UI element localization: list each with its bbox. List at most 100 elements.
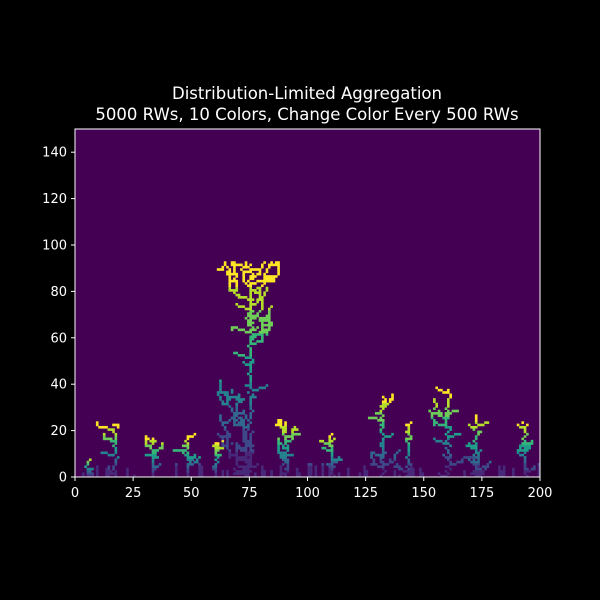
aggregate-cell: [107, 470, 111, 473]
aggregate-cell: [249, 381, 252, 385]
aggregate-cell: [242, 277, 246, 281]
aggregate-cell: [174, 463, 178, 466]
aggregate-cell: [221, 265, 225, 269]
aggregate-cell: [265, 319, 269, 322]
aggregate-cell: [333, 474, 336, 478]
aggregate-cell: [474, 446, 478, 450]
aggregate-cell: [449, 412, 452, 415]
aggregate-cell: [235, 286, 239, 290]
aggregate-cell: [151, 453, 155, 457]
aggregate-cell: [263, 272, 266, 276]
aggregate-cell: [386, 402, 390, 406]
aggregate-cell: [444, 470, 448, 473]
aggregate-cell: [272, 277, 276, 281]
aggregate-cell: [377, 412, 380, 415]
aggregate-cell: [244, 270, 248, 274]
aggregate-cell: [449, 467, 452, 471]
aggregate-cell: [274, 275, 278, 278]
aggregate-cell: [309, 470, 313, 473]
aggregate-cell: [384, 470, 387, 473]
aggregate-cell: [226, 435, 229, 438]
aggregate-cell: [214, 465, 218, 469]
aggregate-cell: [174, 474, 178, 478]
aggregate-cell: [214, 453, 218, 457]
aggregate-cell: [258, 293, 262, 297]
aggregate-cell: [249, 298, 252, 301]
aggregate-cell: [221, 444, 225, 448]
aggregate-cell: [337, 472, 341, 475]
aggregate-cell: [198, 472, 201, 475]
aggregate-cell: [221, 421, 225, 424]
aggregate-cell: [477, 465, 480, 469]
aggregate-cell: [377, 465, 380, 469]
aggregate-cell: [184, 439, 187, 443]
aggregate-cell: [244, 263, 248, 267]
aggregate-cell: [330, 458, 334, 462]
aggregate-cell: [249, 347, 252, 350]
aggregate-cell: [330, 460, 334, 464]
aggregate-cell: [226, 444, 229, 448]
aggregate-cell: [267, 326, 271, 329]
aggregate-cell: [235, 451, 239, 455]
aggregate-cell: [261, 319, 264, 322]
aggregate-cell: [284, 453, 287, 457]
aggregate-cell: [235, 272, 239, 276]
aggregate-cell: [114, 449, 118, 452]
aggregate-cell: [249, 444, 252, 448]
aggregate-cell: [474, 470, 478, 473]
aggregate-cell: [242, 472, 246, 475]
aggregate-cell: [502, 474, 506, 478]
aggregate-cell: [251, 444, 255, 448]
aggregate-cell: [221, 423, 225, 427]
aggregate-cell: [228, 268, 232, 271]
aggregate-cell: [261, 465, 264, 469]
aggregate-cell: [256, 312, 259, 315]
aggregate-cell: [537, 467, 541, 471]
aggregate-cell: [179, 449, 183, 452]
aggregate-cell: [523, 456, 527, 459]
aggregate-cell: [186, 472, 190, 475]
aggregate-cell: [347, 470, 350, 473]
aggregate-cell: [102, 451, 106, 455]
aggregate-cell: [365, 472, 369, 475]
aggregate-cell: [321, 446, 325, 450]
aggregate-cell: [235, 275, 239, 278]
aggregate-cell: [98, 425, 101, 429]
aggregate-cell: [444, 456, 448, 459]
aggregate-cell: [347, 474, 350, 478]
aggregate-cell: [267, 316, 271, 320]
aggregate-cell: [277, 442, 280, 445]
aggregate-cell: [279, 451, 283, 455]
aggregate-cell: [407, 474, 411, 478]
aggregate-cell: [114, 463, 118, 466]
aggregate-cell: [244, 430, 248, 434]
aggregate-cell: [447, 405, 450, 408]
aggregate-cell: [191, 435, 194, 438]
aggregate-cell: [249, 395, 252, 399]
aggregate-cell: [277, 272, 280, 276]
aggregate-cell: [249, 335, 252, 339]
aggregate-cell: [444, 407, 448, 411]
aggregate-cell: [251, 321, 255, 325]
aggregate-cell: [249, 340, 252, 343]
aggregate-cell: [237, 465, 241, 469]
aggregate-cell: [144, 437, 148, 441]
aggregate-cell: [261, 386, 264, 390]
aggregate-cell: [237, 470, 241, 473]
aggregate-cell: [370, 453, 373, 457]
aggregate-cell: [88, 458, 92, 462]
aggregate-cell: [247, 460, 250, 464]
aggregate-cell: [109, 439, 113, 443]
aggregate-cell: [249, 316, 252, 320]
aggregate-cell: [223, 393, 227, 397]
aggregate-cell: [447, 430, 450, 434]
aggregate-cell: [402, 470, 406, 473]
aggregate-cell: [112, 423, 115, 427]
aggregate-cell: [242, 423, 246, 427]
aggregate-cell: [467, 442, 471, 445]
aggregate-cell: [474, 465, 478, 469]
aggregate-cell: [237, 444, 241, 448]
aggregate-cell: [447, 458, 450, 462]
aggregate-cell: [116, 425, 120, 429]
aggregate-cell: [251, 430, 255, 434]
